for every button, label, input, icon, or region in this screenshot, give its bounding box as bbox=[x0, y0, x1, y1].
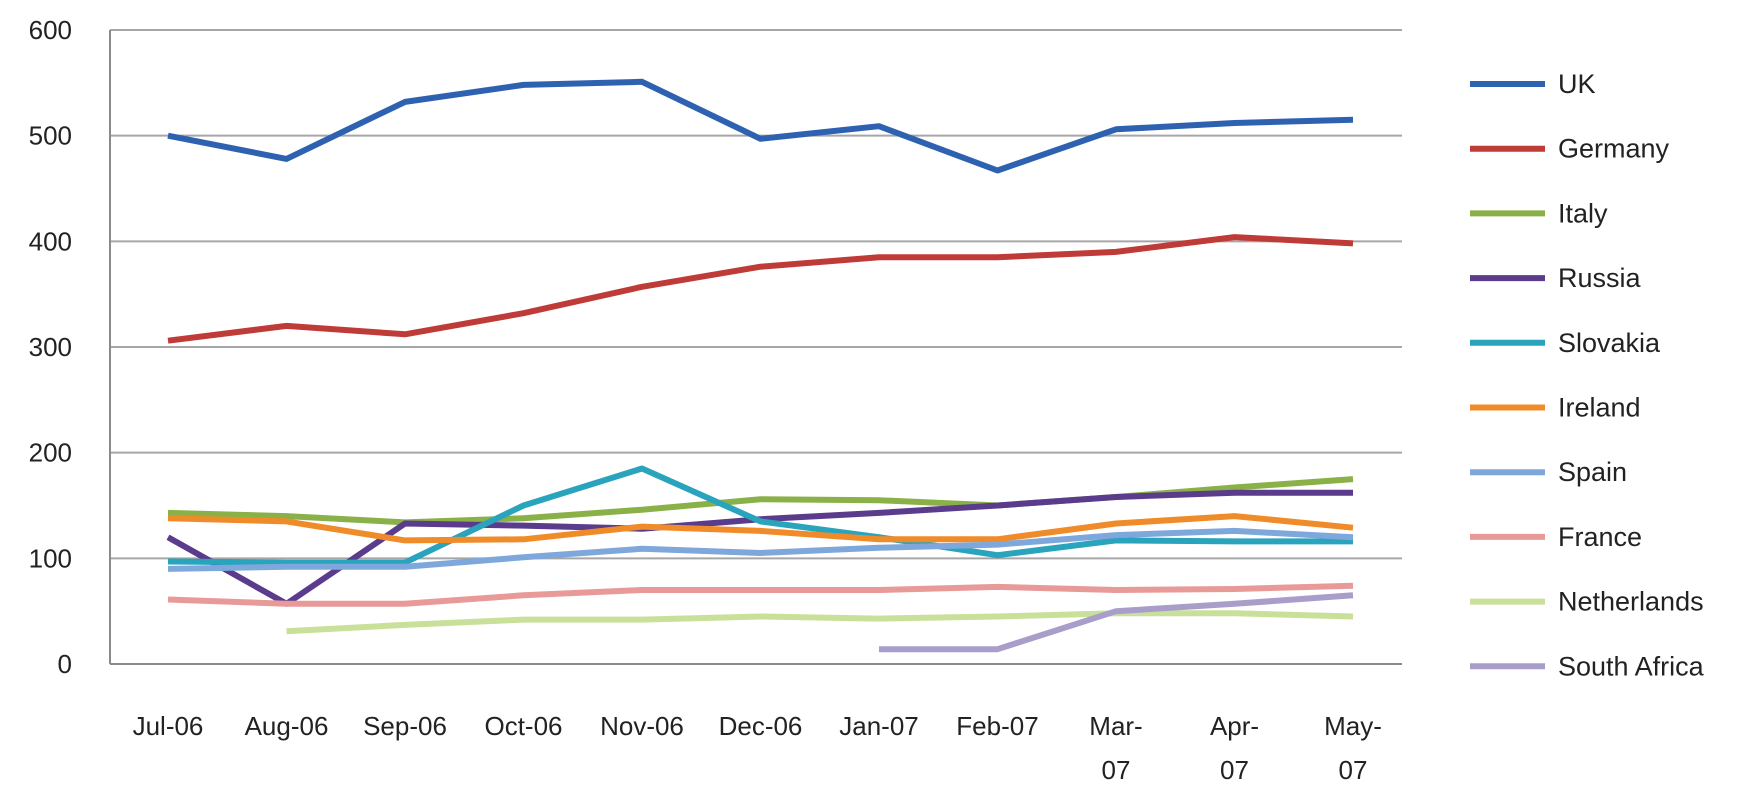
legend-label: Slovakia bbox=[1558, 328, 1661, 358]
y-tick-label: 200 bbox=[29, 438, 72, 468]
x-tick-label: Sep-06 bbox=[363, 711, 447, 741]
y-tick-label: 300 bbox=[29, 332, 72, 362]
legend-label: Italy bbox=[1558, 198, 1608, 228]
x-tick-label: Feb-07 bbox=[956, 711, 1038, 741]
x-tick-label: Nov-06 bbox=[600, 711, 684, 741]
series-line-uk bbox=[167, 78, 1354, 174]
series-line-ireland bbox=[167, 513, 1354, 544]
x-axis-tick-labels: Jul-06 Aug-06 Sep-06 Oct-06 Nov-06 Dec-06 Jan-… bbox=[133, 711, 1382, 785]
legend-label: UK bbox=[1558, 69, 1596, 99]
x-tick-label: Apr-07 bbox=[1210, 711, 1259, 785]
y-axis-tick-labels: 0 100 200 300 400 500 600 bbox=[29, 15, 72, 679]
series-line-germany bbox=[167, 234, 1354, 344]
y-tick-label: 0 bbox=[58, 649, 72, 679]
x-tick-label: May-07 bbox=[1324, 711, 1382, 785]
legend: UK Germany Italy Russia Slovakia Ireland Spain… bbox=[1470, 69, 1705, 681]
legend-label: Germany bbox=[1558, 134, 1670, 164]
y-tick-label: 500 bbox=[29, 121, 72, 151]
series-line-spain bbox=[167, 527, 1354, 572]
x-tick-label: Dec-06 bbox=[719, 711, 803, 741]
x-tick-label: Jan-07 bbox=[839, 711, 919, 741]
legend-label: South Africa bbox=[1558, 651, 1705, 681]
series-line-netherlands bbox=[286, 610, 1354, 635]
x-tick-label: Aug-06 bbox=[245, 711, 329, 741]
legend-label: Ireland bbox=[1558, 393, 1641, 423]
legend-label: France bbox=[1558, 522, 1642, 552]
x-tick-label: Oct-06 bbox=[484, 711, 562, 741]
y-tick-label: 100 bbox=[29, 543, 72, 573]
series-line-france bbox=[167, 582, 1354, 607]
y-tick-label: 400 bbox=[29, 226, 72, 256]
series-line-south-africa bbox=[879, 592, 1354, 653]
series-line-italy bbox=[167, 476, 1354, 526]
legend-label: Russia bbox=[1558, 263, 1642, 293]
series-lines bbox=[166, 78, 1354, 653]
x-tick-label: Mar-07 bbox=[1089, 711, 1142, 785]
x-tick-label: Jul-06 bbox=[133, 711, 204, 741]
y-tick-label: 600 bbox=[29, 15, 72, 45]
series-line-slovakia bbox=[167, 465, 1353, 566]
legend-label: Spain bbox=[1558, 457, 1627, 487]
legend-label: Netherlands bbox=[1558, 587, 1704, 617]
